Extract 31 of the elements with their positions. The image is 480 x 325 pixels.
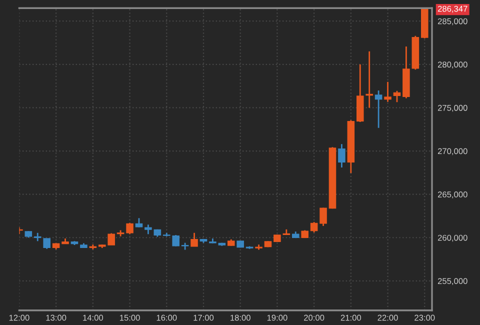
x-tick-label: 19:00: [267, 314, 288, 321]
candlestick: [320, 207, 327, 227]
candlestick: [310, 221, 318, 234]
candlestick: [43, 238, 50, 250]
x-tick-label: 12:00: [9, 314, 30, 321]
x-tick-label: 17:00: [194, 314, 214, 321]
y-tick-label: 255,000: [438, 278, 468, 286]
x-tick-label: 23:00: [414, 314, 435, 321]
x-tick-label: 14:00: [83, 314, 104, 321]
candlestick: [393, 90, 401, 103]
x-tick-label: 20:00: [304, 314, 324, 321]
candlestick: [190, 232, 198, 247]
candlestick: [338, 143, 346, 168]
candlestick: [144, 224, 152, 235]
candlestick: [366, 50, 373, 108]
y-tick-label: 265,000: [438, 192, 468, 198]
x-tick-label: 16:00: [156, 314, 177, 321]
x-tick-label: 15:00: [120, 314, 140, 321]
candlestick: [384, 81, 392, 103]
text: 286,347: [438, 6, 468, 13]
x-tick-label: 13:00: [46, 314, 66, 321]
y-tick-label: 260,000: [438, 234, 468, 242]
candlestick: [126, 222, 134, 235]
y-tick-label: 270,000: [438, 148, 468, 156]
y-tick-label: 285,000: [438, 18, 468, 26]
candlestick: [374, 90, 382, 129]
y-tick-label: 280,000: [438, 62, 468, 69]
x-tick-label: 21:00: [340, 314, 362, 321]
x-tick-label: 22:00: [378, 314, 398, 321]
y-tick-label: 275,000: [438, 104, 468, 112]
x-tick-label: 18:00: [230, 314, 250, 321]
